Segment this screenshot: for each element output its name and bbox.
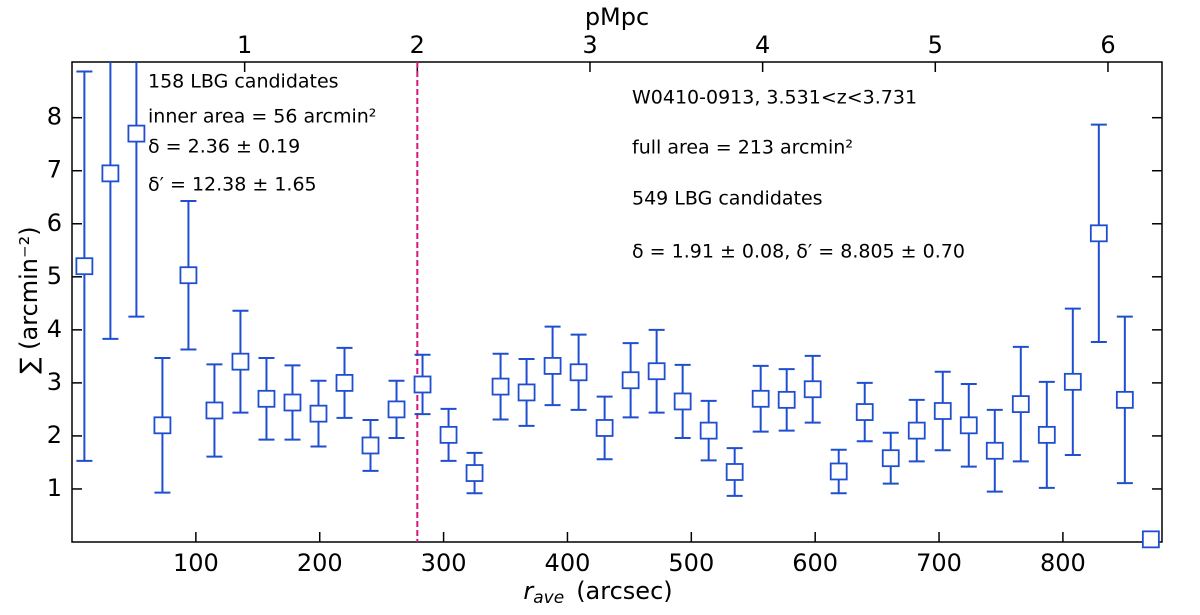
x-label-sub: ave <box>533 588 564 608</box>
x-tick-label: 100 <box>173 549 219 577</box>
y-tick-label: 6 <box>47 209 62 237</box>
error-bar <box>128 62 145 318</box>
data-point <box>127 124 146 143</box>
data-point <box>179 266 198 285</box>
x-tick-label: 500 <box>668 549 714 577</box>
x2-tick-label: 2 <box>410 31 425 59</box>
x-tick-label: 300 <box>421 549 467 577</box>
data-point <box>673 392 692 411</box>
data-point <box>413 375 432 394</box>
data-point <box>1141 530 1160 549</box>
data-point <box>803 380 822 399</box>
data-point <box>881 449 900 468</box>
data-point <box>1011 395 1030 413</box>
x2-tick-label: 4 <box>755 31 770 59</box>
x-axis-label: rave (arcsec) <box>523 577 672 608</box>
error-bar <box>102 62 119 340</box>
annotation: full area = 213 arcmin² <box>632 137 853 159</box>
data-point <box>543 357 562 375</box>
annotation: 158 LBG candidates <box>148 71 339 93</box>
data-point <box>309 404 328 423</box>
data-point <box>75 257 94 276</box>
y-tick-label: 1 <box>47 474 62 502</box>
x-label-var: r <box>523 577 535 605</box>
data-point <box>621 371 640 390</box>
data-point <box>1115 390 1134 409</box>
plot-frame <box>71 61 1163 543</box>
y-tick-label: 3 <box>47 368 62 396</box>
data-point <box>283 393 302 412</box>
data-point <box>647 362 666 381</box>
x2-tick-label: 3 <box>582 31 597 59</box>
x-tick-label: 600 <box>792 549 838 577</box>
data-point <box>933 402 952 420</box>
data-point <box>985 441 1004 460</box>
data-point <box>1089 224 1108 243</box>
y-tick-label: 2 <box>47 421 62 449</box>
data-point <box>153 416 172 435</box>
x-label-unit: (arcsec) <box>576 577 672 605</box>
data-point <box>959 416 978 435</box>
y-tick-label: 8 <box>47 103 62 131</box>
data-point <box>517 383 536 402</box>
annotation: δ = 2.36 ± 0.19 <box>148 136 300 158</box>
data-point <box>205 401 224 420</box>
y-tick-label: 4 <box>47 315 62 343</box>
annotation: δ′ = 12.38 ± 1.65 <box>148 174 317 196</box>
data-point <box>907 421 926 440</box>
x2-axis-label: pMpc <box>585 3 649 31</box>
data-point <box>361 436 380 455</box>
annotation: 549 LBG candidates <box>632 188 823 210</box>
data-point <box>777 390 796 409</box>
data-point <box>699 421 718 440</box>
data-point <box>465 464 484 482</box>
data-point <box>1063 372 1082 391</box>
x2-tick-label: 6 <box>1100 31 1115 59</box>
data-point <box>595 419 614 437</box>
y-tick-label: 7 <box>47 156 62 184</box>
annotation: δ = 1.91 ± 0.08, δ′ = 8.805 ± 0.70 <box>632 241 965 263</box>
data-point <box>569 363 588 382</box>
data-point <box>231 352 250 371</box>
data-point <box>751 389 770 408</box>
x2-tick-label: 5 <box>928 31 943 59</box>
data-point <box>439 425 458 444</box>
x-tick-label: 200 <box>297 549 343 577</box>
data-point <box>101 164 120 183</box>
y-axis-label: ∑ (arcmin⁻²) <box>15 226 43 373</box>
data-point <box>855 403 874 421</box>
data-point <box>491 377 510 396</box>
x-tick-label: 700 <box>916 549 962 577</box>
data-point <box>257 389 276 408</box>
x-tick-label: 800 <box>1040 549 1086 577</box>
x2-tick-label: 1 <box>237 31 252 59</box>
data-point <box>829 462 848 481</box>
y-tick-label: 5 <box>47 262 62 290</box>
annotation: inner area = 56 arcmin² <box>148 106 376 128</box>
data-point <box>1037 425 1056 444</box>
annotation: W0410-0913, 3.531<z<3.731 <box>632 87 917 109</box>
data-point <box>725 463 744 481</box>
data-point <box>335 373 354 392</box>
x-tick-label: 400 <box>545 549 591 577</box>
data-point <box>387 400 406 419</box>
